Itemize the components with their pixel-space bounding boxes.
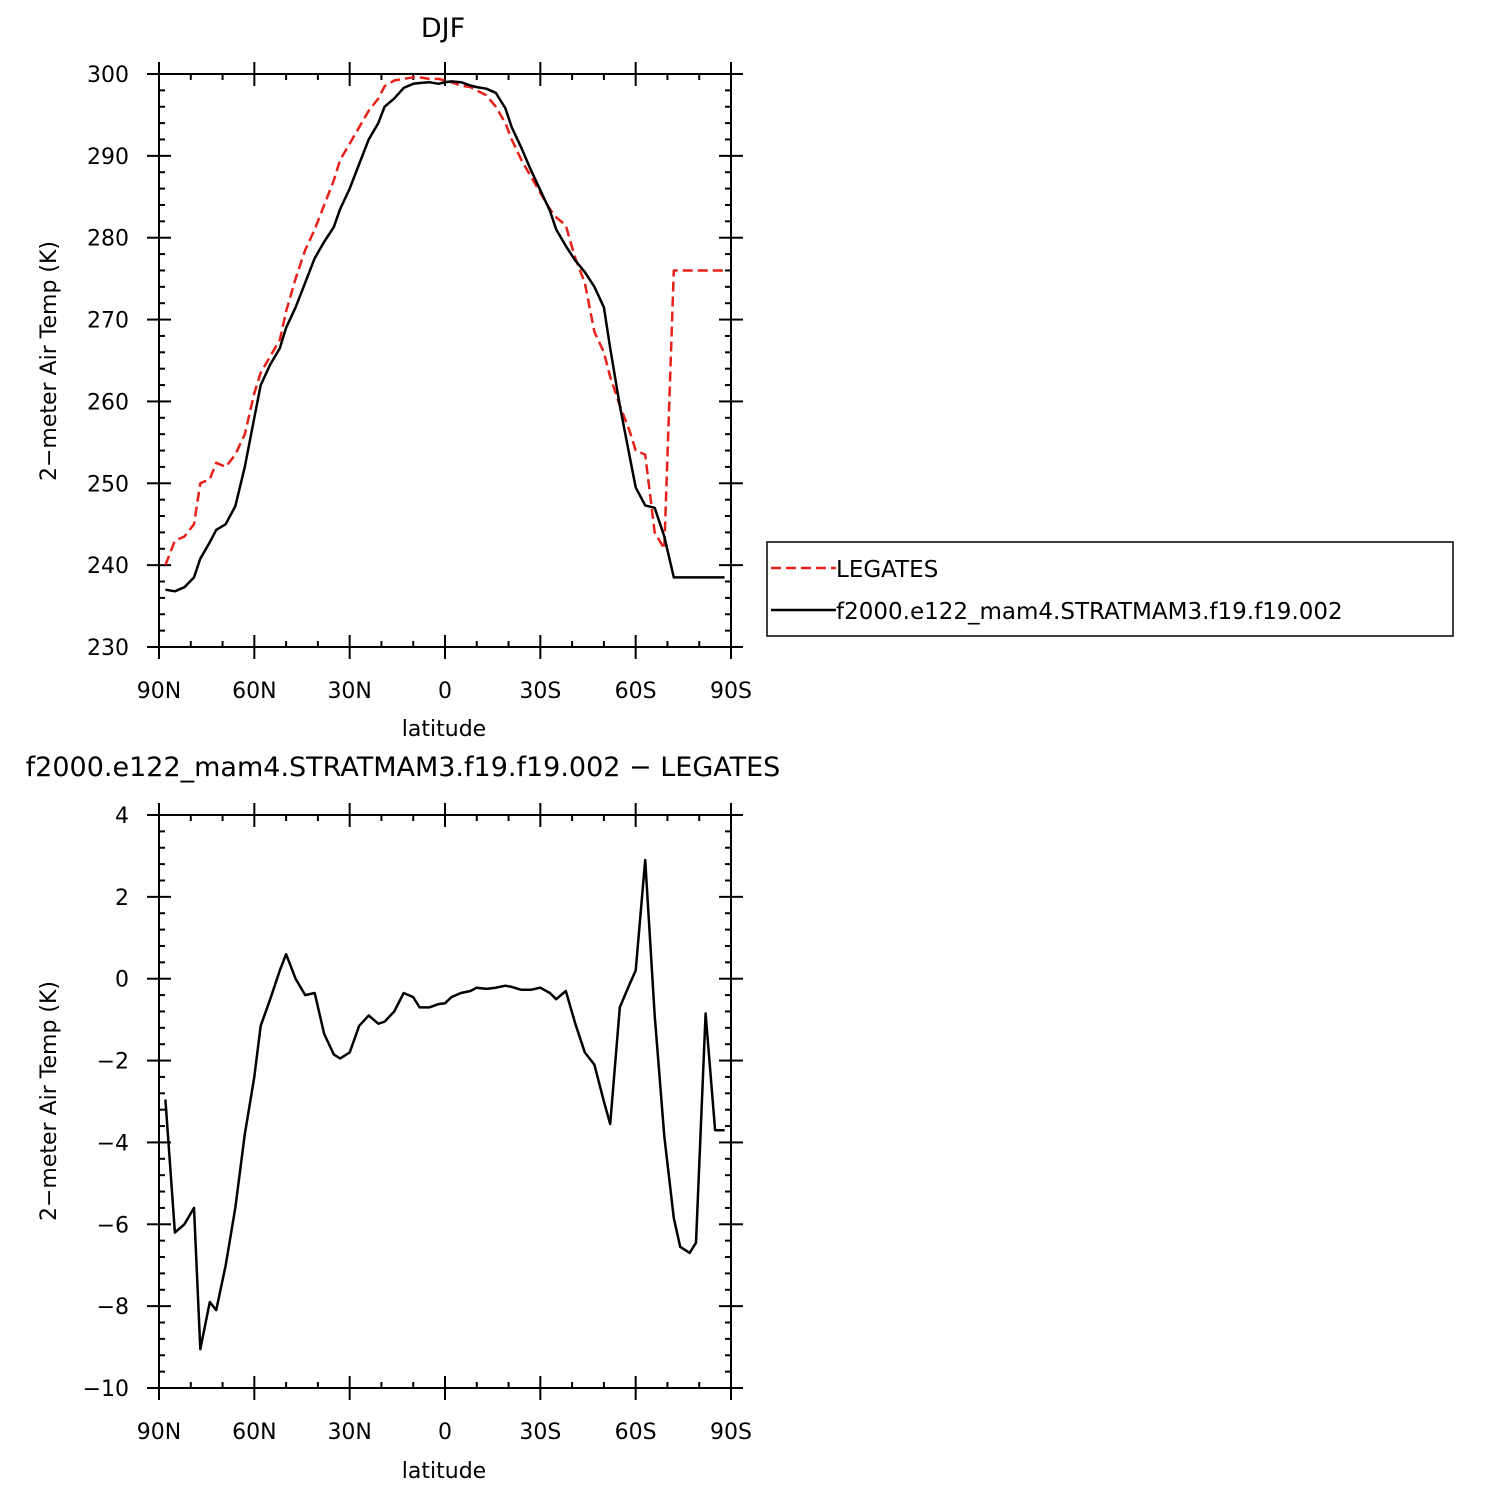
panel-bottom-series-model-line (164, 858, 725, 1351)
panel-top-xtick-label: 90S (710, 679, 752, 704)
panel-bottom-xlabel: latitude (402, 1459, 486, 1484)
panel-top-ytick-label: 300 (87, 63, 129, 88)
panel-bottom-title: f2000.e122_mam4.STRATMAM3.f19.f19.002 − … (26, 752, 781, 783)
panel-top-plot-frame (158, 73, 732, 648)
panel-top-ytick-label: 260 (87, 390, 129, 415)
panel-top-title: DJF (421, 13, 465, 44)
panel-bottom-xtick-label: 60N (232, 1420, 276, 1445)
panel-bottom-ytick-label: −10 (83, 1377, 129, 1402)
panel-top-series (164, 76, 725, 593)
panel-bottom: f2000.e122_mam4.STRATMAM3.f19.f19.002 − … (26, 752, 781, 1484)
panel-top-xtick-label: 30S (519, 679, 561, 704)
legend-box (766, 541, 1454, 637)
panel-bottom-xtick-label: 60S (615, 1420, 657, 1445)
panel-top: DJF 2−meter Air Temp (K) latitude 90N 60N… (37, 13, 752, 742)
panel-bottom-xtick-label: 90S (710, 1420, 752, 1445)
panel-top-xtick-label: 60N (232, 679, 276, 704)
panel-bottom-xtick-label: 30N (327, 1420, 371, 1445)
legend-label-legates: LEGATES (836, 557, 938, 583)
panel-top-series-model-line (165, 80, 725, 593)
panel-top-xtick-label: 0 (438, 679, 452, 704)
panel-top-ylabel: 2−meter Air Temp (K) (37, 241, 62, 481)
panel-top-xtick-label: 90N (137, 679, 181, 704)
panel-bottom-ytick-label: −4 (97, 1131, 129, 1156)
panel-bottom-ytick-label: 4 (115, 804, 129, 829)
panel-bottom-xtick-label: 0 (438, 1420, 452, 1445)
panel-bottom-ytick-label: −2 (97, 1050, 129, 1075)
panel-top-ytick-label: 240 (87, 554, 129, 579)
panel-top-ytick-label: 230 (87, 636, 129, 661)
panel-top-series-legates-line (164, 76, 725, 566)
panel-top-xlabel: latitude (402, 717, 486, 742)
panel-bottom-ytick-label: −6 (97, 1213, 129, 1238)
panel-top-ylabel-group: 2−meter Air Temp (K) (37, 241, 62, 481)
panel-top-ytick-label: 250 (87, 472, 129, 497)
panel-bottom-xtick-label: 90N (137, 1420, 181, 1445)
panel-bottom-plot-frame (158, 814, 732, 1389)
panel-bottom-ticks: 90N 60N 30N 0 30S 60S 90S −10 −8 −6 −4 −2 0 2 4 (83, 803, 752, 1445)
panel-bottom-ylabel: 2−meter Air Temp (K) (37, 981, 62, 1221)
legend-label-model: f2000.e122_mam4.STRATMAM3.f19.f19.002 (836, 599, 1343, 625)
panel-top-ticks: 90N 60N 30N 0 30S 60S 90S 230 240 250 260 270 280 290… (87, 62, 752, 704)
panel-bottom-ytick-label: 0 (115, 968, 129, 993)
panel-bottom-ytick-label: −8 (97, 1295, 129, 1320)
panel-top-ytick-label: 280 (87, 227, 129, 252)
panel-top-ytick-label: 270 (87, 309, 129, 334)
panel-bottom-xtick-label: 30S (519, 1420, 561, 1445)
panel-bottom-ylabel-group: 2−meter Air Temp (K) (37, 981, 62, 1221)
panel-bottom-ytick-label: 2 (115, 886, 129, 911)
panel-bottom-series (164, 858, 725, 1351)
panel-top-xtick-label: 60S (615, 679, 657, 704)
panel-top-xtick-label: 30N (327, 679, 371, 704)
panel-top-ytick-label: 290 (87, 145, 129, 170)
legend: LEGATES f2000.e122_mam4.STRATMAM3.f19.f1… (766, 541, 1454, 637)
